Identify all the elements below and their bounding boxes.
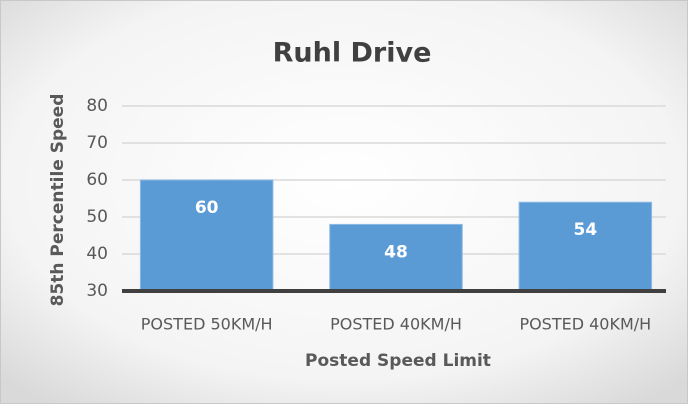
- y-tick-label: 70: [86, 133, 108, 153]
- x-tick-label: POSTED 50KM/H: [141, 315, 273, 334]
- bar: [329, 223, 463, 292]
- y-tick-label: 50: [86, 207, 108, 227]
- x-tick-label: POSTED 40KM/H: [330, 315, 462, 334]
- chart-title: Ruhl Drive: [273, 38, 432, 69]
- x-tick-label: POSTED 40KM/H: [519, 315, 651, 334]
- data-label: 54: [573, 220, 597, 240]
- x-axis-title: Posted Speed Limit: [305, 351, 491, 371]
- y-axis-title: 85th Percentile Speed: [48, 94, 68, 307]
- bar: [518, 201, 653, 292]
- y-tick-label: 60: [86, 170, 108, 190]
- bar: [139, 179, 274, 292]
- y-tick-label: 40: [86, 244, 108, 264]
- y-tick-label: 80: [86, 96, 108, 116]
- y-tick-label: 30: [86, 281, 108, 301]
- data-label: 60: [195, 198, 219, 218]
- data-label: 48: [384, 242, 408, 262]
